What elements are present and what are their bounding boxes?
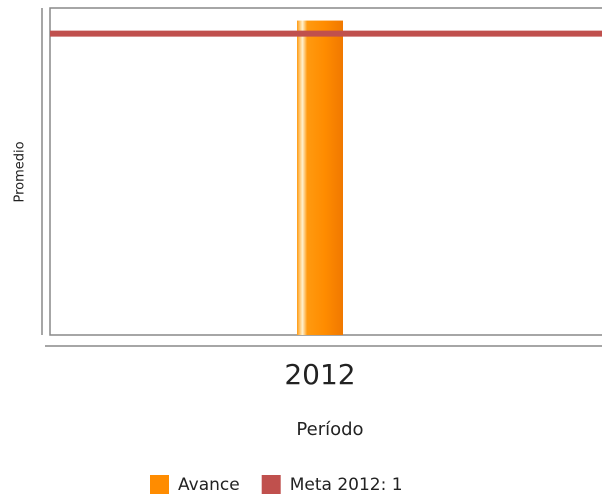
legend-label: Avance (178, 475, 240, 495)
legend-swatch (150, 475, 169, 494)
x-tick-label: 2012 (284, 358, 355, 391)
x-axis-label: Período (296, 419, 363, 440)
y-axis-label: Promedio (13, 141, 28, 202)
legend-swatch (261, 475, 281, 494)
legend-label: Meta 2012: 1 (290, 475, 403, 495)
bar (297, 20, 343, 335)
